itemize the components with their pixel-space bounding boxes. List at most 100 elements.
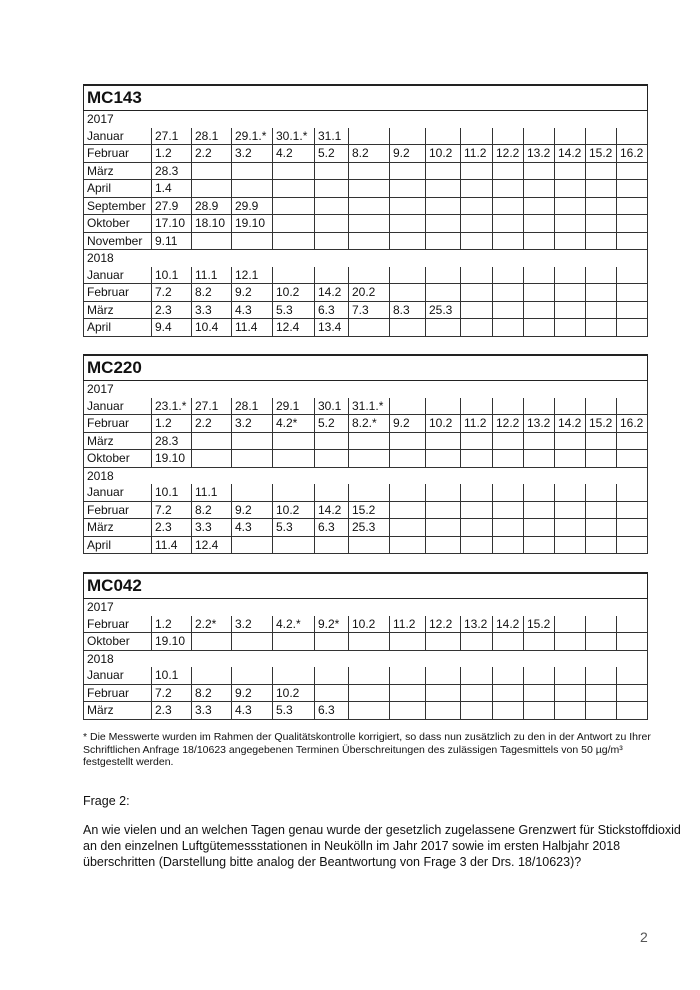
date-cell	[554, 632, 586, 651]
date-cell	[231, 231, 273, 250]
date-cell: 3.2	[231, 144, 273, 163]
date-cell	[348, 535, 390, 554]
date-cell	[389, 179, 426, 198]
date-cell	[585, 484, 617, 502]
date-cell: 14.2	[554, 144, 586, 163]
date-cell	[585, 318, 617, 337]
station-table-mc042: MC042 2017 Februar 1.2 2.2* 3.2 4.2.* 9.2* 10.2 1…	[82, 572, 649, 720]
question-text: An wie vielen und an welchen Tagen genau…	[83, 823, 681, 869]
date-cell	[554, 701, 586, 720]
date-cell	[554, 300, 586, 319]
date-cell	[523, 683, 555, 702]
date-cell	[425, 179, 461, 198]
question-heading: Frage 2:	[83, 794, 130, 808]
date-cell	[523, 484, 555, 502]
date-cell	[389, 318, 426, 337]
year-label: 2018	[82, 249, 649, 267]
date-cell: 9.2	[389, 144, 426, 163]
date-cell: 30.1	[314, 397, 349, 415]
date-cell	[554, 484, 586, 502]
date-cell	[425, 683, 461, 702]
date-cell	[389, 500, 426, 519]
date-cell: 2.2	[191, 414, 232, 433]
date-cell: 17.10	[151, 214, 192, 233]
date-cell: 29.9	[231, 196, 273, 215]
table-row: Januar 10.1 11.1	[83, 484, 649, 502]
date-cell	[615, 283, 649, 302]
station-table-mc220: MC220 2017 Januar 23.1.* 27.1 28.1 29.1 30.1 31.…	[82, 354, 649, 554]
month-label: Februar	[83, 500, 152, 519]
date-cell	[523, 231, 555, 250]
month-label: Februar	[83, 615, 152, 633]
date-cell: 29.1.*	[231, 127, 273, 145]
date-cell	[585, 518, 617, 537]
date-cell	[523, 318, 555, 337]
date-cell	[523, 300, 555, 319]
date-cell: 10.1	[151, 667, 192, 685]
date-cell	[585, 397, 617, 415]
date-cell: 3.3	[191, 701, 232, 720]
date-cell	[585, 196, 617, 215]
month-label: Oktober	[83, 214, 152, 233]
date-cell	[585, 161, 617, 180]
date-cell	[272, 161, 315, 180]
date-cell	[425, 397, 461, 415]
date-cell	[425, 214, 461, 233]
date-cell: 5.3	[272, 300, 315, 319]
date-cell: 28.9	[191, 196, 232, 215]
date-cell	[523, 667, 555, 685]
date-cell: 12.4	[191, 535, 232, 554]
date-cell	[389, 518, 426, 537]
date-cell	[272, 231, 315, 250]
date-cell: 11.2	[389, 615, 426, 633]
date-cell	[585, 500, 617, 519]
date-cell: 1.2	[151, 615, 192, 633]
date-cell	[554, 431, 586, 450]
date-cell	[615, 449, 649, 468]
station-title: MC042	[82, 572, 649, 599]
table-row: Oktober 19.10	[83, 632, 649, 651]
date-cell	[314, 196, 349, 215]
date-cell	[492, 397, 524, 415]
month-label: November	[83, 231, 152, 250]
date-cell	[615, 615, 649, 633]
date-cell	[460, 214, 493, 233]
date-cell	[389, 196, 426, 215]
table-row: März 2.3 3.3 4.3 5.3 6.3	[83, 701, 649, 720]
date-cell: 10.2	[272, 683, 315, 702]
station-title: MC220	[82, 354, 649, 381]
date-cell: 14.2	[314, 500, 349, 519]
date-cell	[523, 701, 555, 720]
date-cell: 15.2	[348, 500, 390, 519]
station-title: MC143	[82, 84, 649, 111]
date-cell: 27.1	[191, 397, 232, 415]
date-cell	[615, 318, 649, 337]
date-cell	[523, 431, 555, 450]
date-cell	[492, 196, 524, 215]
date-cell: 20.2	[348, 283, 390, 302]
date-cell	[191, 231, 232, 250]
table-row: Februar 1.2 2.2 3.2 4.2 5.2 8.2 9.2 10.2 11.2 12.2…	[83, 144, 649, 163]
date-cell: 18.10	[191, 214, 232, 233]
date-cell	[492, 632, 524, 651]
date-cell: 13.2	[523, 414, 555, 433]
date-cell: 9.4	[151, 318, 192, 337]
table-row: Februar 7.2 8.2 9.2 10.2 14.2 20.2	[83, 283, 649, 302]
date-cell	[523, 161, 555, 180]
table-row: Januar 27.1 28.1 29.1.* 30.1.* 31.1	[83, 127, 649, 145]
table-row: April 11.4 12.4	[83, 535, 649, 554]
date-cell	[348, 196, 390, 215]
date-cell: 12.2	[425, 615, 461, 633]
date-cell	[492, 518, 524, 537]
date-cell	[425, 632, 461, 651]
date-cell	[314, 535, 349, 554]
date-cell	[314, 431, 349, 450]
date-cell	[272, 214, 315, 233]
date-cell: 7.2	[151, 500, 192, 519]
date-cell	[191, 431, 232, 450]
date-cell	[615, 127, 649, 145]
date-cell	[389, 214, 426, 233]
date-cell	[585, 127, 617, 145]
date-cell	[585, 667, 617, 685]
date-cell	[554, 518, 586, 537]
